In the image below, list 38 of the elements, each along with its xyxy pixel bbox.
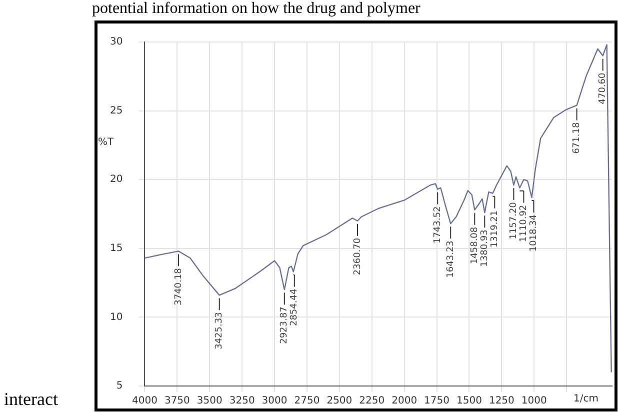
x-tick-label: 3250 bbox=[229, 396, 255, 407]
annotation: 1458.08 bbox=[470, 226, 480, 264]
y-tick-label: 30 bbox=[110, 36, 123, 48]
text: potential information on how the drug and polymer bbox=[92, 0, 420, 18]
x-tick-label: 1000 bbox=[521, 396, 547, 407]
annotation: 1319.21 bbox=[490, 210, 500, 248]
x-tick-label: 2750 bbox=[294, 396, 320, 407]
annotation: 1743.52 bbox=[432, 206, 443, 244]
y-tick-label: 10 bbox=[110, 312, 123, 323]
x-tick-label: 2000 bbox=[392, 396, 418, 407]
y-tick-label: 20 bbox=[110, 174, 123, 186]
x-tick-label: 4000 bbox=[132, 396, 158, 407]
x-axis-title: 1/cm bbox=[574, 394, 599, 405]
annotation: 2360.70 bbox=[352, 238, 363, 276]
x-tick-label: 1750 bbox=[424, 396, 450, 407]
annotation: 3740.18 bbox=[174, 268, 184, 306]
annotation: 2923.87 bbox=[280, 306, 290, 344]
y-tick-label: 15 bbox=[110, 242, 123, 254]
x-tick-label: 3000 bbox=[262, 396, 288, 407]
annotation: 1380.93 bbox=[480, 230, 490, 267]
y-axis-title: %T bbox=[98, 137, 114, 148]
annotation: 671.18 bbox=[572, 122, 582, 154]
annotation: 470.60 bbox=[598, 72, 608, 104]
annotation: 3425.33 bbox=[214, 312, 225, 350]
text: interact bbox=[4, 389, 58, 410]
annotation: 2854.44 bbox=[290, 288, 300, 326]
annotation: 1110.92 bbox=[519, 204, 530, 242]
x-tick-label: 1250 bbox=[488, 396, 514, 407]
x-tick-label: 2250 bbox=[359, 396, 385, 407]
x-tick-label: 2500 bbox=[326, 396, 352, 407]
annotation: 1157.20 bbox=[509, 202, 520, 240]
annotation: 1643.23 bbox=[446, 240, 456, 278]
y-tick-label: 5 bbox=[116, 380, 123, 392]
annotation: 1018.34 bbox=[529, 214, 540, 252]
x-tick-label: 3750 bbox=[164, 396, 190, 407]
x-tick-label: 3500 bbox=[196, 396, 222, 407]
x-tick-label: 1500 bbox=[456, 396, 482, 407]
y-tick-label: 25 bbox=[110, 105, 123, 116]
